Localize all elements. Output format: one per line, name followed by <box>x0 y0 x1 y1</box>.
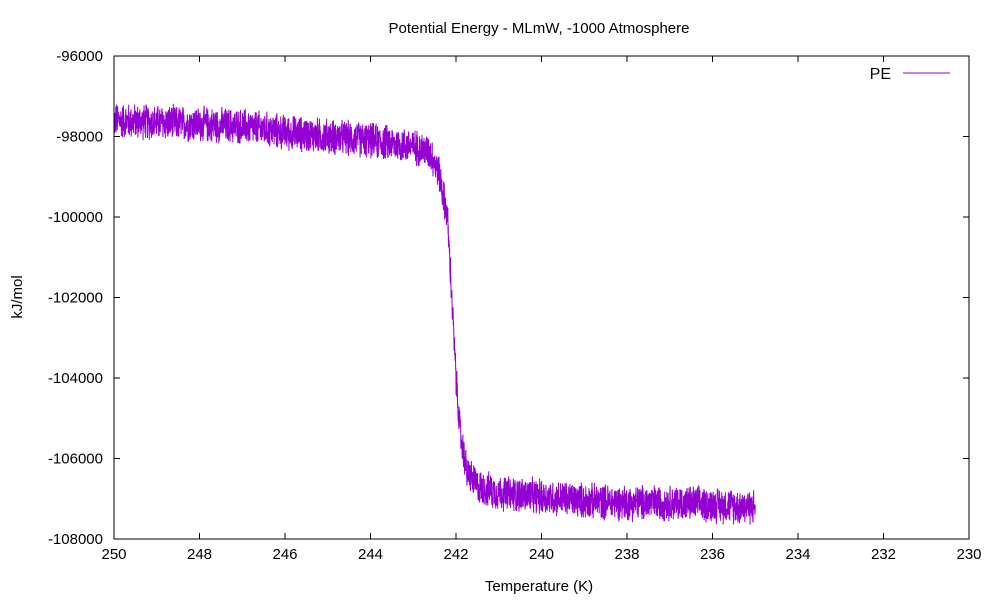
x-axis-label: Temperature (K) <box>485 578 593 595</box>
x-tick-label: 244 <box>358 546 383 563</box>
x-tick-label: 236 <box>700 546 725 563</box>
y-tick-label: -98000 <box>56 129 103 146</box>
y-tick-label: -102000 <box>48 290 103 307</box>
plot-area <box>113 103 756 525</box>
x-tick-label: 234 <box>785 546 810 563</box>
y-tick-label: -100000 <box>48 209 103 226</box>
y-tick-label: -106000 <box>48 451 103 468</box>
x-tick-label: 232 <box>871 546 896 563</box>
series-line-pe <box>113 103 756 525</box>
y-tick-label: -96000 <box>56 48 103 65</box>
x-tick-label: 248 <box>187 546 212 563</box>
chart-title: Potential Energy - MLmW, -1000 Atmospher… <box>389 20 690 37</box>
x-tick-label: 240 <box>529 546 554 563</box>
x-tick-label: 230 <box>956 546 981 563</box>
y-axis-label: kJ/mol <box>9 275 26 318</box>
legend: PE <box>870 66 950 83</box>
x-tick-label: 242 <box>443 546 468 563</box>
x-tick-label: 250 <box>101 546 126 563</box>
x-tick-label: 238 <box>614 546 639 563</box>
y-axis: -108000 -106000 -104000 -102000 -100000 -9800… <box>48 48 969 548</box>
y-tick-label: -108000 <box>48 531 103 548</box>
x-tick-label: 246 <box>272 546 297 563</box>
x-axis: 250 248 246 244 242 240 238 236 234 232 230 <box>101 56 982 563</box>
legend-label-pe: PE <box>870 66 891 83</box>
y-tick-label: -104000 <box>48 370 103 387</box>
